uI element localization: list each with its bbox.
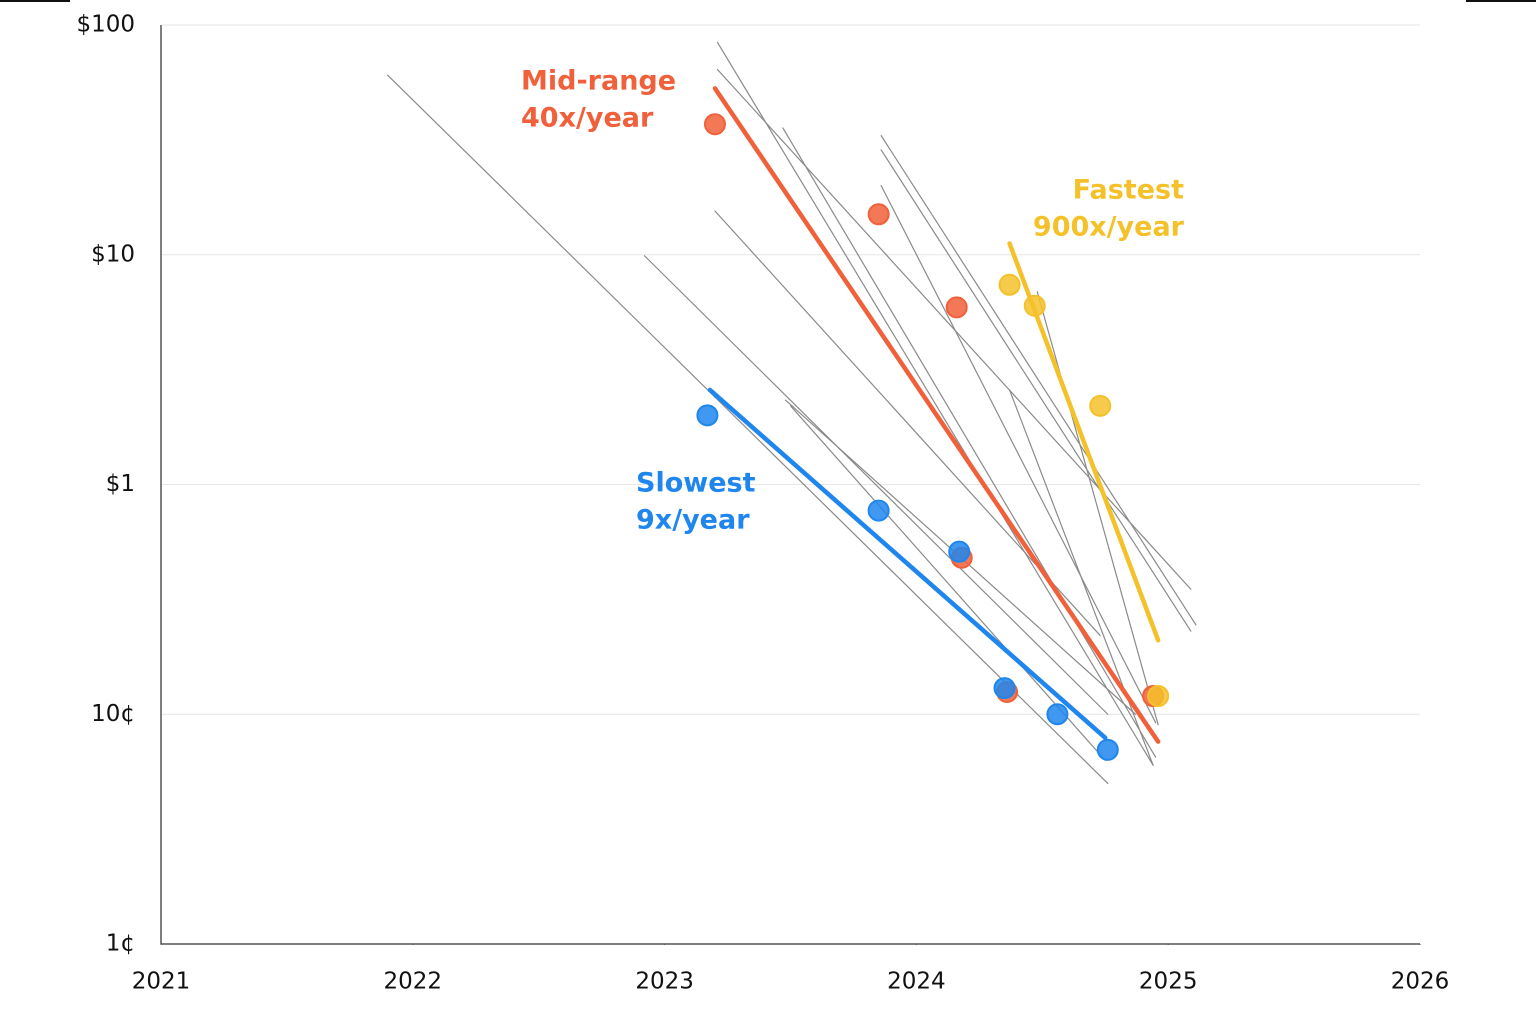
background-line — [789, 405, 1106, 761]
series-rate: 40x/year — [521, 103, 654, 134]
background-line — [880, 135, 1197, 626]
x-tick-label: 2021 — [132, 969, 191, 995]
background-line — [880, 149, 1192, 632]
trend-line — [712, 86, 1161, 744]
trend-line — [707, 387, 1108, 741]
point — [998, 273, 1021, 296]
background-lines — [387, 41, 1197, 785]
background-line — [716, 41, 1154, 766]
series-name: Mid-range — [521, 66, 676, 97]
y-tick-label: $1 — [106, 471, 135, 497]
point — [993, 677, 1016, 700]
point — [867, 499, 890, 522]
point — [703, 113, 726, 136]
x-tick-label: 2022 — [384, 969, 443, 995]
x-tick-label: 2025 — [1139, 969, 1198, 995]
series-name: Slowest — [636, 468, 756, 499]
background-line — [1036, 291, 1159, 726]
series-rate: 900x/year — [1033, 212, 1185, 243]
y-tick-label: $10 — [91, 241, 135, 267]
point — [948, 540, 971, 563]
point — [696, 404, 719, 427]
point — [945, 296, 968, 319]
background-line — [387, 74, 1109, 785]
point — [1147, 685, 1170, 708]
point — [1089, 394, 1112, 417]
top-bar — [0, 0, 70, 2]
background-line — [782, 127, 1157, 758]
y-tick-label: $100 — [76, 12, 135, 38]
background-line — [880, 184, 1157, 724]
series-name: Fastest — [1073, 175, 1184, 206]
point — [867, 203, 890, 226]
y-tick-label: 1¢ — [106, 931, 135, 957]
x-tick-label: 2023 — [635, 969, 694, 995]
series-rate: 9x/year — [636, 505, 750, 536]
x-tick-label: 2026 — [1391, 969, 1450, 995]
point — [1096, 738, 1119, 761]
series — [696, 86, 1170, 761]
point — [1046, 703, 1069, 726]
y-tick-label: 10¢ — [91, 701, 135, 727]
x-tick-label: 2024 — [887, 969, 946, 995]
point — [1023, 294, 1046, 317]
top-bar — [1466, 0, 1536, 2]
background-line — [643, 255, 1109, 715]
